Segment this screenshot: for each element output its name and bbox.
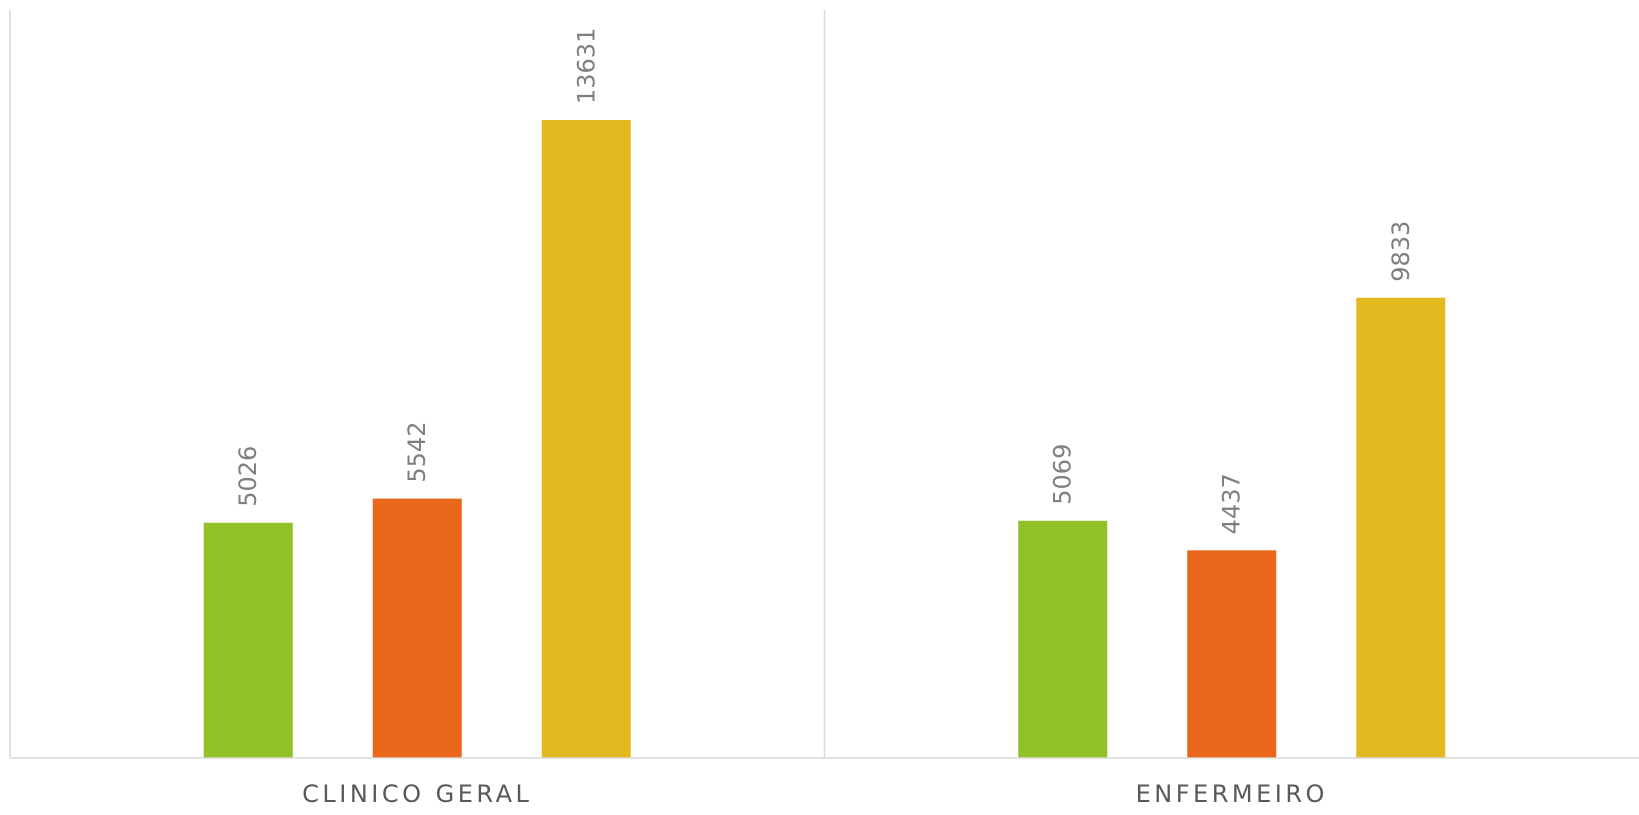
data-label: 13631 <box>572 28 600 104</box>
data-label: 5069 <box>1049 444 1077 505</box>
bar <box>372 498 462 758</box>
value-labels-layer: 5026 5542 13631 5069 4437 9833 <box>234 28 1415 535</box>
axis-layer <box>9 10 1639 759</box>
data-label: 9833 <box>1387 221 1415 282</box>
data-label: 5026 <box>234 446 262 507</box>
data-label: 5542 <box>403 422 431 483</box>
category-label: ENFERMEIRO <box>1136 780 1328 808</box>
bar <box>1187 550 1277 758</box>
bar <box>541 120 631 758</box>
bar <box>1356 297 1446 758</box>
bar <box>1018 520 1108 758</box>
bar <box>203 522 293 758</box>
category-labels-layer: CLINICO GERAL ENFERMEIRO <box>302 780 1328 808</box>
bars-layer <box>203 120 1446 758</box>
data-label: 4437 <box>1218 473 1246 534</box>
category-label: CLINICO GERAL <box>302 780 532 808</box>
